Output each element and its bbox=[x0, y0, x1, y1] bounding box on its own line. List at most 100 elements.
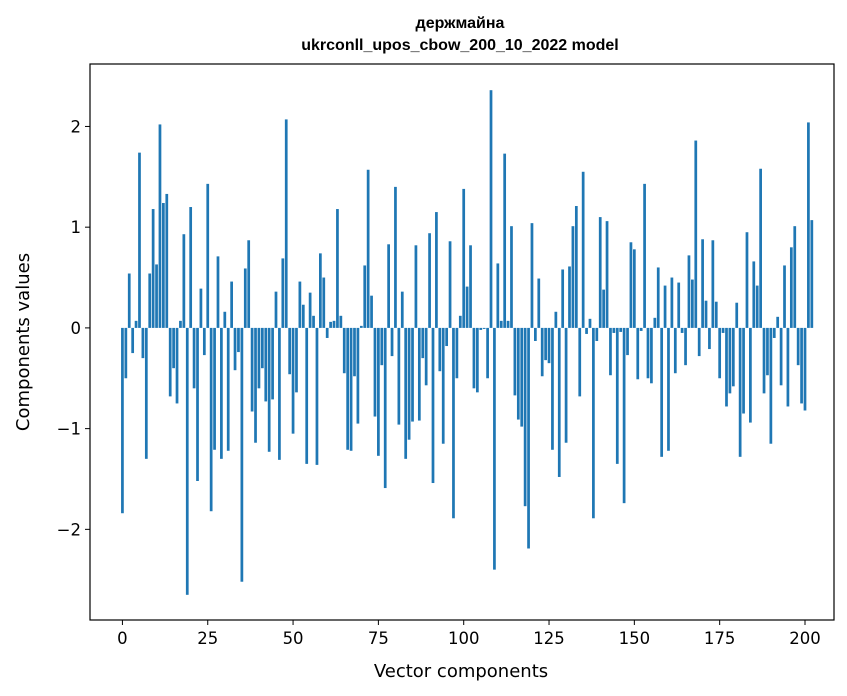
bar bbox=[766, 327, 769, 376]
bar bbox=[168, 327, 172, 397]
bar bbox=[636, 327, 640, 380]
y-tick-label: −2 bbox=[57, 520, 81, 539]
x-axis-ticks: 0 25 50 75 100 125 150 175 200 bbox=[117, 620, 821, 648]
bar bbox=[783, 265, 786, 328]
bar bbox=[216, 256, 220, 328]
bar bbox=[568, 266, 571, 328]
bar bbox=[414, 245, 418, 328]
bar bbox=[298, 281, 302, 328]
bar bbox=[431, 327, 435, 484]
bar bbox=[281, 258, 285, 328]
bar bbox=[257, 327, 261, 389]
x-tick-label: 75 bbox=[368, 629, 389, 648]
bar bbox=[708, 327, 711, 350]
bar bbox=[742, 327, 745, 414]
bar bbox=[202, 327, 206, 356]
bar bbox=[725, 327, 728, 407]
bar bbox=[516, 327, 520, 420]
bar bbox=[175, 327, 179, 404]
bar bbox=[387, 244, 390, 328]
x-tick-label: 50 bbox=[283, 629, 304, 648]
bar bbox=[789, 247, 793, 328]
bar bbox=[295, 327, 298, 393]
bar bbox=[684, 327, 687, 366]
bar bbox=[534, 327, 537, 341]
bar bbox=[605, 221, 609, 328]
chart-title: держмайна bbox=[416, 15, 505, 32]
bar bbox=[260, 327, 264, 369]
x-tick-label: 25 bbox=[197, 629, 218, 648]
bar bbox=[619, 327, 623, 332]
bar bbox=[144, 327, 148, 459]
bar bbox=[694, 140, 698, 328]
bar bbox=[131, 327, 135, 354]
bar bbox=[728, 327, 732, 394]
bar bbox=[407, 327, 411, 440]
bar bbox=[441, 327, 445, 444]
bar bbox=[561, 269, 565, 328]
y-tick-label: 1 bbox=[71, 218, 82, 237]
bar bbox=[428, 233, 431, 328]
bar bbox=[267, 327, 271, 452]
bar bbox=[687, 255, 691, 328]
bar bbox=[786, 327, 790, 407]
bar bbox=[356, 327, 360, 424]
bars-group bbox=[121, 90, 814, 595]
bar bbox=[503, 153, 507, 328]
bar bbox=[370, 295, 373, 328]
bar bbox=[179, 320, 182, 328]
bar bbox=[735, 302, 739, 328]
bar bbox=[359, 325, 363, 328]
bar bbox=[803, 327, 807, 411]
bar bbox=[465, 286, 469, 328]
bar bbox=[691, 279, 694, 328]
bar bbox=[223, 311, 227, 328]
bar bbox=[264, 327, 268, 402]
bar bbox=[165, 193, 169, 328]
bar bbox=[455, 327, 459, 379]
bar bbox=[738, 327, 742, 457]
bar bbox=[660, 327, 664, 457]
y-axis-label: Components values bbox=[13, 253, 34, 431]
bar bbox=[762, 327, 766, 394]
bar bbox=[714, 301, 718, 328]
bar bbox=[496, 263, 500, 328]
bar bbox=[711, 240, 715, 328]
bar bbox=[493, 327, 496, 570]
bar bbox=[653, 317, 657, 328]
bar bbox=[680, 327, 684, 333]
bar bbox=[673, 327, 677, 374]
bar bbox=[701, 239, 704, 328]
plot-frame bbox=[89, 63, 835, 621]
bar bbox=[810, 220, 814, 328]
bar bbox=[325, 327, 329, 338]
bar bbox=[127, 273, 131, 328]
bar bbox=[288, 327, 292, 375]
bar bbox=[796, 327, 800, 366]
bar bbox=[247, 240, 251, 328]
x-tick-label: 150 bbox=[619, 629, 651, 648]
bar bbox=[349, 327, 353, 451]
bar bbox=[585, 327, 588, 334]
bar bbox=[475, 327, 479, 393]
bar bbox=[800, 327, 803, 404]
bar bbox=[499, 320, 503, 328]
bar bbox=[670, 277, 674, 328]
bar bbox=[158, 124, 162, 328]
bar bbox=[312, 315, 315, 328]
bar bbox=[390, 327, 394, 357]
bar bbox=[342, 327, 346, 374]
bar bbox=[697, 327, 701, 357]
bar bbox=[213, 327, 216, 450]
bar bbox=[523, 327, 527, 507]
bar bbox=[373, 327, 377, 417]
bar bbox=[278, 327, 281, 460]
bar bbox=[319, 253, 322, 328]
bar bbox=[667, 327, 670, 451]
bar bbox=[124, 327, 128, 379]
bar bbox=[363, 265, 367, 328]
bar bbox=[564, 327, 568, 443]
y-tick-label: 0 bbox=[71, 319, 82, 338]
bar bbox=[479, 327, 483, 330]
